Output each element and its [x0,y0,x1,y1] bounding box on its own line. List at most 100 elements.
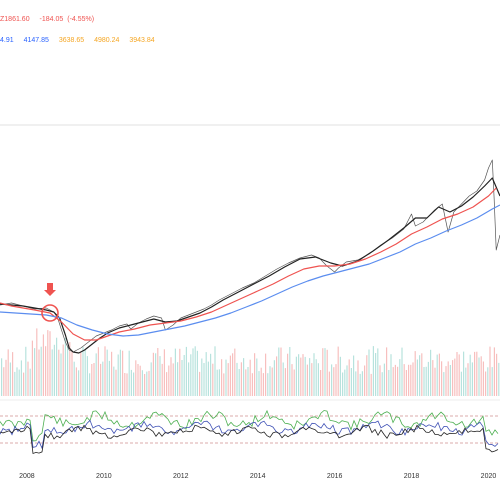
volume-bar [62,344,64,396]
volume-bar [256,358,258,396]
volume-bar [427,361,429,396]
volume-bar [265,353,267,396]
volume-bar [130,369,132,396]
event-circle-marker [41,304,59,322]
volume-bar [408,364,410,396]
last-price: 1861.60 [4,16,30,23]
volume-bar [102,361,104,396]
volume-bar [485,371,487,396]
volume-bar [221,359,223,396]
volume-bar [372,346,374,396]
volume-bar [287,353,289,396]
volume-bar [29,368,31,396]
volume-bar [166,372,168,396]
volume-bar [251,373,253,396]
volume-bar [421,353,423,396]
volume-bar [447,361,449,396]
volume-bar [12,352,14,396]
volume-bar [18,369,20,396]
volume-bar [214,346,216,396]
volume-bar [113,366,115,396]
volume-bar [234,348,236,396]
volume-bar [328,371,330,396]
volume-bar [331,364,333,396]
volume-bar [69,342,71,396]
volume-bar [361,371,363,396]
volume-bar [16,367,18,396]
volume-bar [135,360,137,396]
volume-bar [53,344,55,396]
volume-bar [60,353,62,396]
volume-bar [430,349,432,396]
volume-bar [394,364,396,396]
volume-bar [247,367,249,396]
volume-bar [56,337,58,396]
volume-bar [476,351,478,396]
volume-bar [236,362,238,396]
volume-bar [67,346,69,396]
volume-bar [375,353,377,396]
volume-bar [482,361,484,396]
price-change-pct: (-4.55%) [67,16,95,23]
volume-bar [1,358,3,396]
ma-value-1: 4.91 [0,37,14,44]
volume-bar [7,349,9,396]
volume-bar [269,366,271,396]
volume-bar [491,367,493,396]
volume-bar [295,356,297,396]
volume-bar [9,362,11,396]
volume-bar [423,367,425,396]
volume-bar [5,359,7,396]
volume-bar [188,362,190,396]
volume-bar [181,360,183,396]
volume-bar [31,340,33,396]
volume-bar [190,354,192,396]
volume-bar [467,363,469,396]
volume-bar [496,353,498,396]
volume-bar [64,337,66,396]
volume-bar [357,360,359,396]
volume-bar [311,363,313,396]
volume-bar [124,373,126,396]
volume-bar [276,356,278,396]
volume-bar [40,346,42,396]
volume-bar [471,362,473,396]
volume-bar [95,353,97,396]
volume-bar [432,360,434,396]
ma-value-2: 4147.85 [23,37,49,44]
x-tick-label: 2014 [250,473,266,480]
volume-bar [27,361,29,396]
volume-bar [240,362,242,396]
volume-bar [480,356,482,396]
volume-bar [34,348,36,396]
volume-bar [317,363,319,396]
volume-bar [291,364,293,396]
volume-bar [133,372,135,396]
volume-bar [84,349,86,396]
volume-bar [377,348,379,396]
volume-bar [51,349,53,396]
volume-bar [155,353,157,396]
volume-bar [159,356,161,396]
volume-bar [78,370,80,396]
volume-bar [249,359,251,396]
volume-bar [386,347,388,396]
volume-bar [315,359,317,396]
volume-bar [100,363,102,396]
volume-bar [207,361,209,396]
volume-bar [254,353,256,396]
x-tick-label: 2020 [481,473,497,480]
volume-bar [326,349,328,396]
volume-bar [146,371,148,396]
volume-bar [108,360,110,396]
volume-bar [71,350,73,396]
volume-bar [144,374,146,396]
moving-average-legend-row: 4.91 4147.85 3638.65 4980.24 3943.84 [0,37,163,44]
price-legend-row: Z1861.60 -184.05 (-4.55%) [0,16,102,23]
x-tick-label: 2008 [19,473,35,480]
volume-bar [139,365,141,396]
volume-bar [339,356,341,396]
price-change: -184.05 [39,16,64,23]
volume-bar [324,348,326,396]
